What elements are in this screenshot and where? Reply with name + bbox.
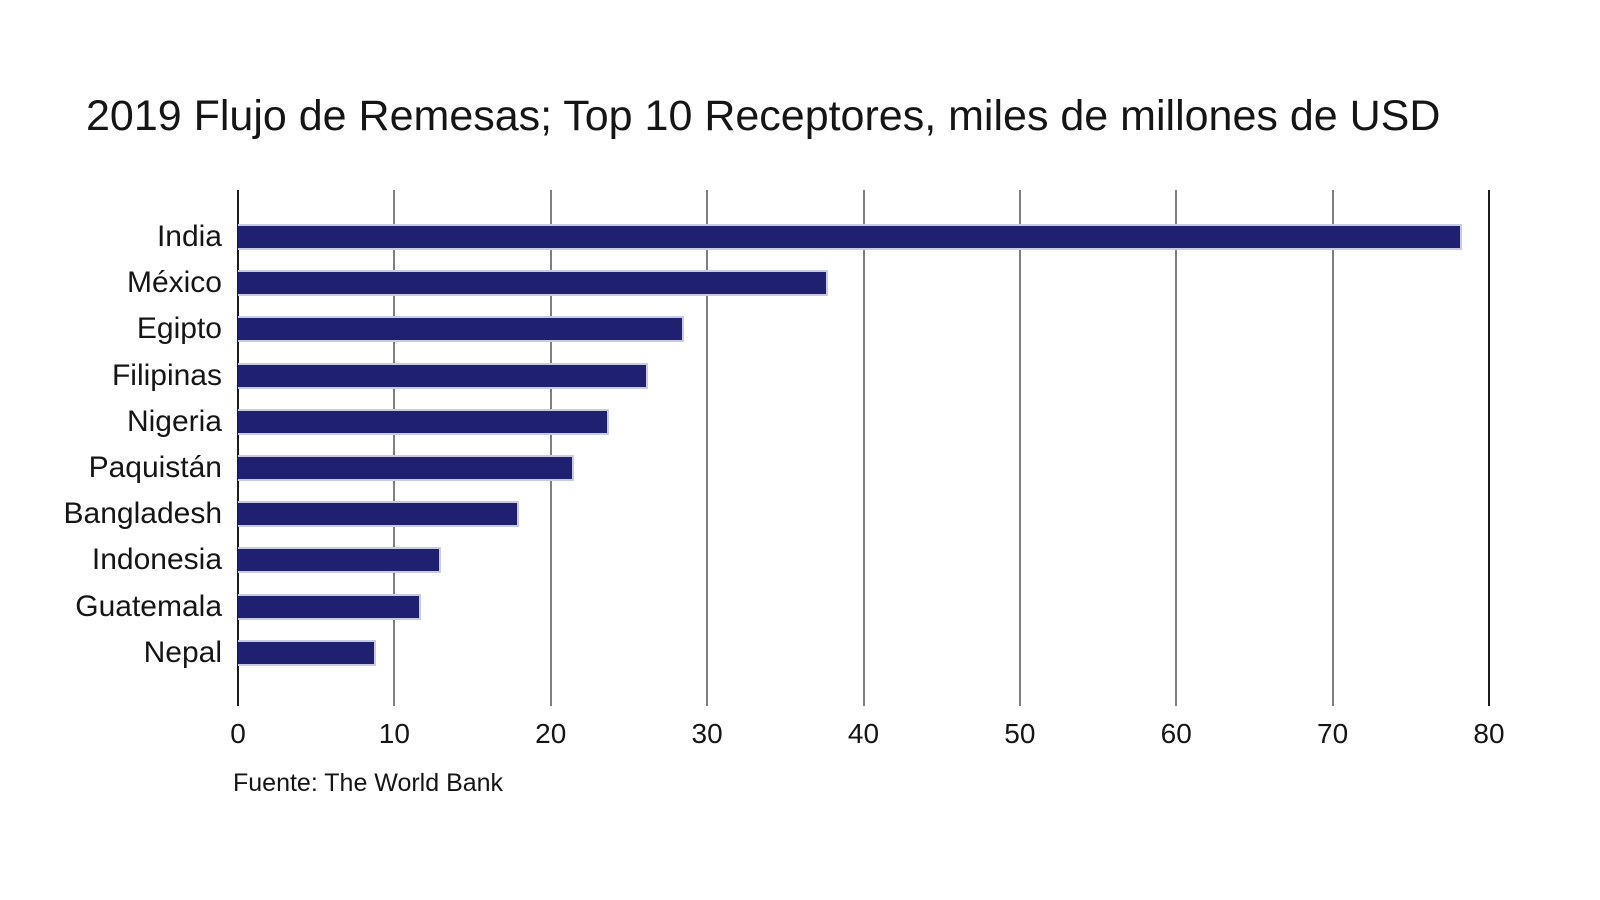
category-label: Egipto — [136, 312, 222, 346]
category-label: Indonesia — [91, 543, 222, 577]
bar-india — [238, 224, 1463, 250]
gridline — [1018, 190, 1021, 706]
axis-edge-line — [237, 190, 239, 706]
bar-bangladesh — [238, 501, 520, 528]
gridline — [706, 190, 709, 706]
category-axis-labels: India México Egipto Filipinas Nigeria Paquist… — [0, 0, 222, 900]
gridline — [862, 190, 865, 706]
axis-edge-line — [1488, 190, 1490, 706]
x-tick-label: 50 — [1004, 718, 1036, 749]
gridline — [393, 190, 396, 706]
x-tick-label: 80 — [1473, 718, 1505, 749]
bar-filipinas — [238, 362, 648, 389]
bar-indonesia — [238, 547, 442, 574]
x-tick-label: 60 — [1160, 718, 1192, 749]
gridline — [549, 190, 552, 706]
bar-nepal — [238, 639, 376, 666]
bar-nigeria — [238, 408, 609, 435]
source-note: Fuente: The World Bank — [233, 769, 504, 797]
gridline — [1331, 190, 1334, 706]
category-label: Filipinas — [111, 358, 222, 392]
plot-area — [237, 190, 1490, 706]
x-tick-label: 20 — [535, 718, 567, 749]
bar-guatemala — [238, 593, 421, 620]
chart-title: 2019 Flujo de Remesas; Top 10 Receptores… — [86, 92, 1441, 140]
x-tick-label: 0 — [230, 718, 246, 749]
gridline — [1175, 190, 1178, 706]
category-label: India — [156, 220, 222, 253]
category-label: México — [126, 266, 222, 300]
x-tick-label: 70 — [1317, 718, 1349, 749]
x-tick-label: 40 — [847, 718, 880, 749]
bar-egipto — [238, 316, 684, 343]
category-label: Nigeria — [126, 404, 222, 438]
category-label: Paquistán — [88, 451, 222, 484]
category-label: Nepal — [143, 635, 222, 669]
category-label: Bangladesh — [63, 497, 222, 531]
x-tick-label: 30 — [691, 718, 723, 749]
x-tick-label: 10 — [378, 718, 410, 749]
bar-paquistán — [238, 455, 575, 481]
category-label: Guatemala — [75, 589, 222, 623]
bar-méxico — [238, 270, 828, 297]
